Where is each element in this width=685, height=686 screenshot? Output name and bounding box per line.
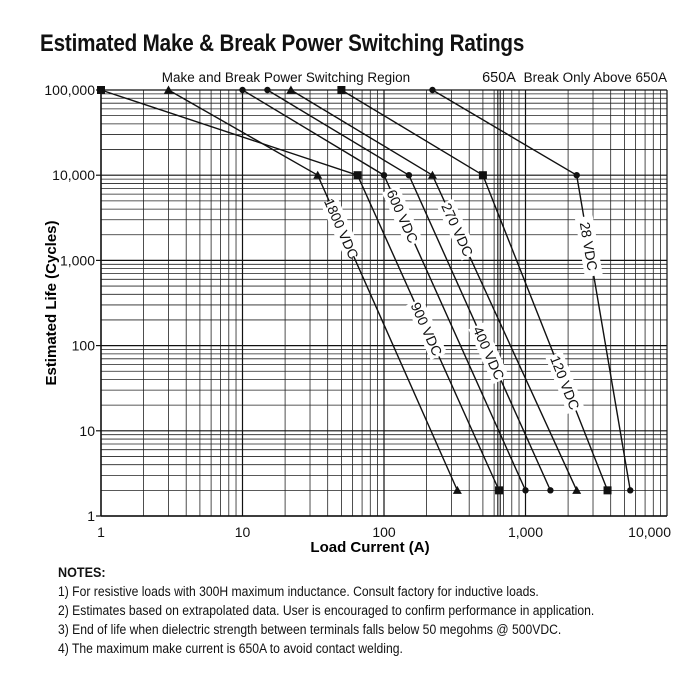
notes-block: NOTES: 1) For resistive loads with 300H … <box>58 563 594 658</box>
triangle-marker <box>286 85 296 94</box>
dot-marker <box>522 487 529 494</box>
note-4: 4) The maximum make current is 650A to a… <box>58 641 403 656</box>
series-label-group: 600 VDC <box>381 185 423 248</box>
x-tick-label: 10,000 <box>628 524 671 540</box>
break-current-label: 650A <box>482 70 516 86</box>
note-1: 1) For resistive loads with 300H maximum… <box>58 584 539 599</box>
series-400-vdc <box>264 86 554 494</box>
triangle-marker <box>164 85 174 94</box>
series-label-group: 120 VDC <box>545 351 585 414</box>
square-marker <box>478 171 487 180</box>
y-tick-label: 1,000 <box>60 252 95 268</box>
series-label: 120 VDC <box>547 353 583 412</box>
triangle-marker <box>313 170 323 179</box>
series-28-vdc <box>429 86 634 494</box>
x-tick-label: 10 <box>235 524 251 540</box>
x-tick-label: 1 <box>97 524 105 540</box>
triangle-marker <box>427 170 437 179</box>
break-only-label: Break Only Above 650A <box>524 70 667 85</box>
series-1800-vdc <box>164 85 462 494</box>
series-270-vdc <box>286 85 582 494</box>
y-tick-label: 100 <box>72 338 96 354</box>
square-marker <box>353 171 362 180</box>
notes-heading: NOTES: <box>58 564 106 580</box>
dot-marker <box>239 86 246 94</box>
series-label-group: 400 VDC <box>468 321 510 385</box>
dot-marker <box>405 172 413 179</box>
x-tick-label: 1,000 <box>508 524 543 540</box>
dot-marker <box>627 487 634 494</box>
series-label-group: 900 VDC <box>406 297 448 361</box>
grid-minor <box>101 90 667 516</box>
axis-lines <box>100 90 667 517</box>
annotations: Make and Break Power Switching Region 650… <box>162 70 667 516</box>
y-tick-label: 1 <box>87 508 95 524</box>
dot-marker <box>380 172 388 179</box>
region-label: Make and Break Power Switching Region <box>162 70 410 85</box>
series-600-vdc <box>239 86 529 494</box>
series-label-bg <box>381 185 423 248</box>
series-label-group: 28 VDC <box>574 215 603 278</box>
series-label-bg <box>436 198 479 261</box>
y-tick-labels: 1 10 100 1,000 10,000 100,000 <box>44 82 101 524</box>
dot-marker <box>547 487 554 494</box>
y-tick-label: 100,000 <box>44 82 95 98</box>
square-marker <box>337 86 346 94</box>
series-lines <box>97 85 634 495</box>
y-tick-label: 10 <box>79 423 95 439</box>
x-axis-label: Load Current (A) <box>310 539 429 556</box>
x-tick-labels: 1 10 100 1,000 10,000 <box>97 524 671 540</box>
dot-marker <box>573 172 580 179</box>
series-label-bg <box>574 215 603 278</box>
series-label-bg <box>321 197 362 260</box>
chart-title: Estimated Make & Break Power Switching R… <box>40 30 525 57</box>
x-tick-label: 100 <box>372 524 396 540</box>
y-tick-label: 10,000 <box>52 167 95 183</box>
square-marker <box>97 86 105 94</box>
series-label-bg <box>468 321 510 385</box>
square-marker <box>603 486 612 495</box>
triangle-marker <box>572 485 582 494</box>
dot-marker <box>264 86 271 94</box>
series-label-bg <box>545 351 585 414</box>
series-120-vdc <box>337 86 612 495</box>
square-marker <box>495 486 504 495</box>
dot-marker <box>429 86 436 94</box>
series-label-bg <box>406 297 448 361</box>
life-vs-current-chart: 1 10 100 1,000 10,000 1 10 100 1,000 10,000 100,0… <box>43 70 671 556</box>
note-2: 2) Estimates based on extrapolated data.… <box>58 603 595 618</box>
series-900-vdc <box>97 86 504 495</box>
triangle-marker <box>452 485 462 494</box>
note-3: 3) End of life when dielectric strength … <box>58 622 562 637</box>
y-axis-label: Estimated Life (Cycles) <box>43 220 60 385</box>
